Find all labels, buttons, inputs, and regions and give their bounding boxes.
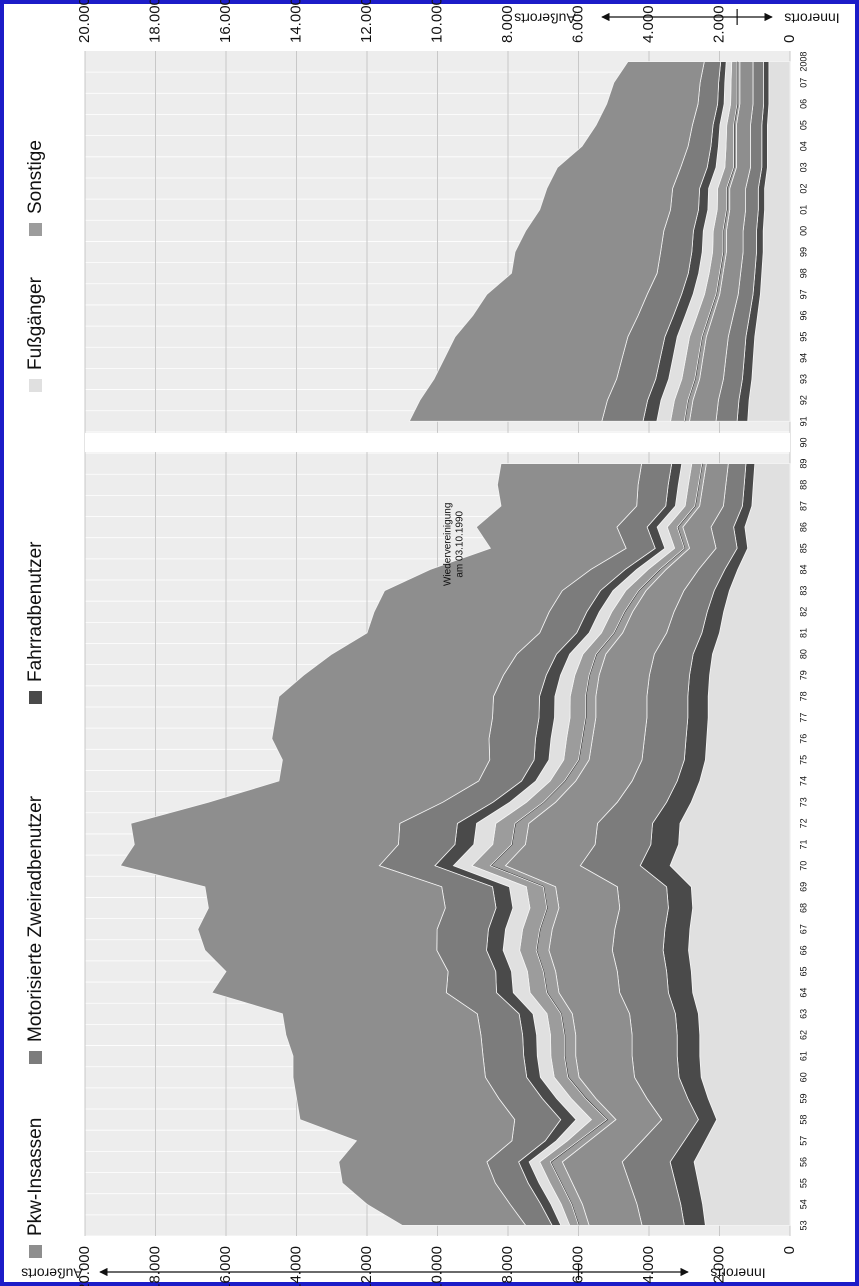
x-tick-label: 87 (798, 501, 808, 511)
x-tick-label: 65 (798, 966, 808, 976)
x-tick-label: 76 (798, 734, 808, 744)
y-tick-label: 2.000 (710, 1246, 727, 1284)
x-tick-label: 2008 (798, 52, 808, 72)
x-tick-label: 07 (798, 78, 808, 88)
x-tick-label: 60 (798, 1072, 808, 1082)
x-tick-label: 54 (798, 1199, 808, 1209)
x-tick-label: 58 (798, 1115, 808, 1125)
x-tick-label: 85 (798, 543, 808, 553)
y-tick-label-right: 0 (781, 35, 798, 43)
x-tick-label: 05 (798, 120, 808, 130)
legend-label: Pkw-Insassen (25, 1118, 46, 1236)
y-tick-label-right: 12.000 (358, 0, 375, 43)
legend-label: Motorisierte Zweiradbenutzer (25, 795, 46, 1042)
y-tick-label-right: 10.000 (428, 0, 445, 43)
side-label: Außerorts (514, 10, 575, 26)
x-tick-label: 67 (798, 924, 808, 934)
x-tick-label: 62 (798, 1030, 808, 1040)
x-tick-label: 97 (798, 289, 808, 299)
x-tick-label: 82 (798, 607, 808, 617)
x-tick-label: 77 (798, 713, 808, 723)
x-tick-label: 59 (798, 1093, 808, 1103)
area (119, 61, 705, 1226)
annotation: am 03.10.1990 (455, 510, 466, 577)
x-tick-label: 90 (798, 437, 808, 447)
x-tick-label: 56 (798, 1157, 808, 1167)
x-tick-label: 71 (798, 840, 808, 850)
x-tick-label: 92 (798, 395, 808, 405)
x-tick-label: 95 (798, 332, 808, 342)
x-tick-label: 74 (798, 776, 808, 786)
x-tick-label: 64 (798, 988, 808, 998)
x-tick-label: 63 (798, 1009, 808, 1019)
legend-swatch (29, 379, 42, 392)
plot-group: 53 54 55 56 57 58 59 60 61 62 63 64 65 66 67 68 69 70 71 72… (25, 0, 808, 1286)
legend-label: Fahrradbenutzer (25, 541, 46, 682)
x-tick-label: 57 (798, 1136, 808, 1146)
y-tick-label: 20.000 (76, 1246, 93, 1286)
y-tick-label-right: 16.000 (217, 0, 234, 43)
x-tick-label: 73 (798, 797, 808, 807)
y-tick-label: 10.000 (428, 1246, 445, 1286)
x-tick-label: 86 (798, 522, 808, 532)
x-tick-label: 70 (798, 861, 808, 871)
y-tick-label-right: 14.000 (287, 0, 304, 43)
x-tick-label: 84 (798, 564, 808, 574)
x-tick-label: 99 (798, 247, 808, 257)
x-tick-label: 66 (798, 945, 808, 955)
x-tick-label: 53 (798, 1220, 808, 1230)
y-tick-label-right: 8.000 (499, 5, 516, 43)
x-tick-label: 75 (798, 755, 808, 765)
x-tick-label: 01 (798, 205, 808, 215)
x-tick-label: 93 (798, 374, 808, 384)
legend-label: Fußgänger (25, 276, 46, 370)
side-label: Innerorts (784, 10, 839, 26)
side-label: Außerorts (21, 1265, 82, 1281)
x-tick-label: 91 (798, 416, 808, 426)
y-tick-label-right: 20.000 (76, 0, 93, 43)
y-tick-label: 18.000 (146, 1246, 163, 1286)
y-tick-label: 16.000 (217, 1246, 234, 1286)
x-tick-label: 96 (798, 311, 808, 321)
gap-column (85, 432, 790, 453)
x-tick-label: 68 (798, 903, 808, 913)
y-tick-label-right: 2.000 (710, 5, 727, 43)
x-tick-label: 78 (798, 691, 808, 701)
x-tick-label: 04 (798, 141, 808, 151)
legend-swatch (29, 223, 42, 236)
x-tick-label: 94 (798, 353, 808, 363)
y-tick-label: 14.000 (287, 1246, 304, 1286)
x-tick-label: 72 (798, 818, 808, 828)
y-tick-label: 0 (781, 1246, 798, 1254)
x-tick-label: 98 (798, 268, 808, 278)
side-label: Innerorts (710, 1265, 765, 1281)
y-tick-label: 8.000 (499, 1246, 516, 1284)
annotation: Wiedervereinigung (443, 503, 454, 586)
y-tick-label-right: 4.000 (640, 5, 657, 43)
x-tick-label: 69 (798, 882, 808, 892)
x-tick-label: 55 (798, 1178, 808, 1188)
x-tick-label: 80 (798, 649, 808, 659)
y-tick-label-right: 18.000 (146, 0, 163, 43)
y-tick-label: 12.000 (358, 1246, 375, 1286)
legend-swatch (29, 1245, 42, 1258)
x-tick-label: 02 (798, 184, 808, 194)
x-tick-label: 89 (798, 459, 808, 469)
x-tick-label: 06 (798, 99, 808, 109)
x-tick-label: 81 (798, 628, 808, 638)
x-tick-label: 00 (798, 226, 808, 236)
y-tick-label-right: 6.000 (569, 5, 586, 43)
x-tick-label: 83 (798, 586, 808, 596)
y-tick-label: 4.000 (640, 1246, 657, 1284)
legend-label: Sonstige (25, 140, 46, 214)
legend-swatch (29, 691, 42, 704)
x-tick-label: 03 (798, 162, 808, 172)
legend-swatch (29, 1051, 42, 1064)
x-tick-label: 79 (798, 670, 808, 680)
x-tick-label: 88 (798, 480, 808, 490)
x-tick-label: 61 (798, 1051, 808, 1061)
